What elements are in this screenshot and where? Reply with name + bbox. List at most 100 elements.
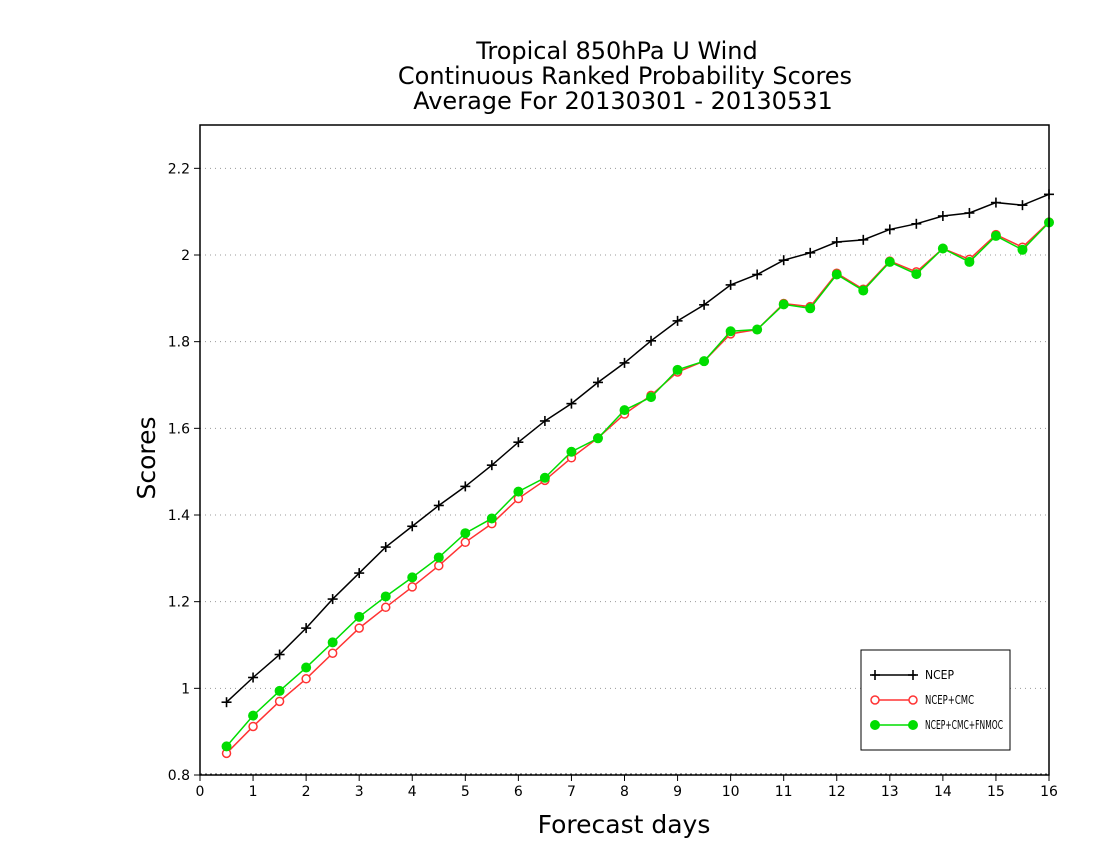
data-point-ncep-cmc-fnmoc-0 (221, 741, 232, 752)
data-point-ncep-4 (327, 594, 338, 605)
data-point-ncep-9 (460, 481, 471, 492)
legend-marker-start-ncep-cmc (870, 695, 880, 705)
y-tick-label-1: 1 (181, 681, 190, 697)
title-line-2: Continuous Ranked Probability Scores (398, 62, 852, 90)
data-point-ncep-19 (725, 279, 736, 290)
x-axis-label: Forecast days (538, 810, 711, 839)
legend-marker-end-ncep-cmc-fnmoc (908, 720, 918, 730)
x-tick-label-14: 14 (934, 784, 952, 800)
data-point-ncep-6 (380, 542, 391, 553)
data-point-ncep-cmc-fnmoc-8 (433, 552, 444, 563)
y-tick-label-4: 1.6 (168, 421, 190, 437)
data-point-ncep-30 (1017, 200, 1028, 211)
data-point-ncep-cmc-fnmoc-29 (990, 230, 1001, 241)
y-axis: 0.8 1 1.2 1.4 1.6 1.8 2 2.2 (168, 161, 200, 784)
data-point-ncep-cmc-fnmoc-21 (778, 299, 789, 310)
data-point-ncep-10 (486, 460, 497, 471)
series-line-ncep (226, 193, 1050, 703)
data-point-ncep-cmc-fnmoc-30 (1017, 244, 1028, 255)
series-ncep (221, 189, 1054, 708)
legend-marker-start-ncep (870, 670, 880, 680)
x-tick-label-10: 10 (722, 784, 740, 800)
data-point-ncep-cmc-fnmoc-24 (858, 285, 869, 296)
legend-marker-end-ncep (908, 670, 918, 680)
legend-label-ncep-cmc: NCEP+CMC (925, 693, 974, 707)
legend-label-ncep: NCEP (925, 668, 954, 682)
data-point-ncep-cmc-fnmoc-28 (964, 256, 975, 267)
data-point-ncep-16 (646, 335, 657, 346)
data-point-ncep-7 (407, 521, 418, 532)
data-point-ncep-22 (805, 247, 816, 258)
y-tick-label-6: 2 (181, 248, 190, 264)
data-point-ncep-cmc-6 (380, 602, 391, 613)
x-tick-label-2: 2 (302, 784, 311, 800)
data-point-ncep-1 (248, 672, 259, 683)
data-point-ncep-0 (221, 697, 232, 708)
data-point-ncep-cmc-fnmoc-25 (884, 256, 895, 267)
data-point-ncep-cmc-fnmoc-2 (274, 685, 285, 696)
data-point-ncep-18 (699, 299, 710, 310)
data-point-ncep-cmc-fnmoc-12 (539, 472, 550, 483)
series-layer (221, 189, 1054, 759)
x-tick-label-8: 8 (620, 784, 629, 800)
x-tick-label-11: 11 (775, 784, 793, 800)
x-tick-label-5: 5 (461, 784, 470, 800)
data-point-ncep-cmc-fnmoc-22 (805, 303, 816, 314)
data-point-ncep-cmc-fnmoc-1 (248, 710, 259, 721)
data-point-ncep-12 (539, 415, 550, 426)
data-point-ncep-cmc-fnmoc-18 (699, 356, 710, 367)
data-point-ncep-25 (884, 224, 895, 235)
x-tick-label-12: 12 (828, 784, 846, 800)
y-tick-label-3: 1.4 (168, 508, 190, 524)
data-point-ncep-8 (433, 500, 444, 511)
data-point-ncep-cmc-9 (460, 537, 471, 548)
data-point-ncep-28 (964, 207, 975, 218)
data-point-ncep-23 (831, 237, 842, 247)
x-tick-label-16: 16 (1040, 784, 1058, 800)
data-point-ncep-14 (592, 377, 603, 388)
data-point-ncep-cmc-3 (301, 674, 311, 684)
x-tick-label-1: 1 (249, 784, 258, 800)
data-point-ncep-26 (911, 218, 922, 229)
data-point-ncep-11 (513, 437, 524, 448)
y-tick-label-0: 0.8 (168, 768, 190, 784)
data-point-ncep-21 (778, 255, 789, 266)
x-tick-label-7: 7 (567, 784, 576, 800)
y-tick-label-5: 1.8 (168, 335, 190, 351)
series-ncep-cmc-fnmoc (221, 217, 1054, 752)
data-point-ncep-24 (858, 234, 869, 245)
legend-marker-start-ncep-cmc-fnmoc (870, 720, 880, 730)
data-point-ncep-15 (619, 357, 630, 368)
chart-title: Tropical 850hPa U Wind Continuous Ranked… (398, 37, 852, 115)
data-point-ncep-cmc-fnmoc-15 (619, 405, 630, 416)
y-axis-label: Scores (132, 416, 161, 499)
data-point-ncep-cmc-fnmoc-27 (937, 243, 948, 254)
x-axis: 0 1 2 3 4 5 6 7 8 9 10 11 12 13 14 15 16 (196, 775, 1058, 800)
data-point-ncep-cmc-fnmoc-19 (725, 326, 736, 337)
x-tick-label-4: 4 (408, 784, 417, 800)
data-point-ncep-3 (301, 623, 312, 634)
data-point-ncep-cmc-fnmoc-26 (911, 269, 922, 280)
data-point-ncep-cmc-fnmoc-16 (646, 392, 657, 403)
data-point-ncep-cmc-fnmoc-6 (380, 591, 391, 602)
data-point-ncep-cmc-fnmoc-5 (354, 611, 365, 622)
data-point-ncep-cmc-fnmoc-9 (460, 528, 471, 539)
data-point-ncep-cmc-fnmoc-13 (566, 446, 577, 457)
title-line-3: Average For 20130301 - 20130531 (413, 87, 833, 115)
legend-marker-end-ncep-cmc (908, 695, 918, 705)
data-point-ncep-cmc-fnmoc-23 (831, 269, 842, 280)
y-tick-label-2: 1.2 (168, 595, 190, 611)
data-point-ncep-cmc-fnmoc-3 (301, 662, 312, 673)
data-point-ncep-2 (274, 649, 285, 660)
data-point-ncep-27 (937, 211, 948, 221)
data-point-ncep-cmc-2 (274, 696, 285, 707)
x-tick-label-3: 3 (355, 784, 364, 800)
data-point-ncep-cmc-7 (407, 582, 417, 592)
title-line-1: Tropical 850hPa U Wind (475, 37, 758, 65)
legend: NCEP NCEP+CMC NCEP+CMC+FNMOC (860, 649, 1011, 751)
data-point-ncep-cmc-fnmoc-7 (407, 572, 418, 583)
x-tick-label-0: 0 (196, 784, 205, 800)
data-point-ncep-cmc-fnmoc-11 (513, 486, 524, 497)
x-tick-label-13: 13 (881, 784, 899, 800)
